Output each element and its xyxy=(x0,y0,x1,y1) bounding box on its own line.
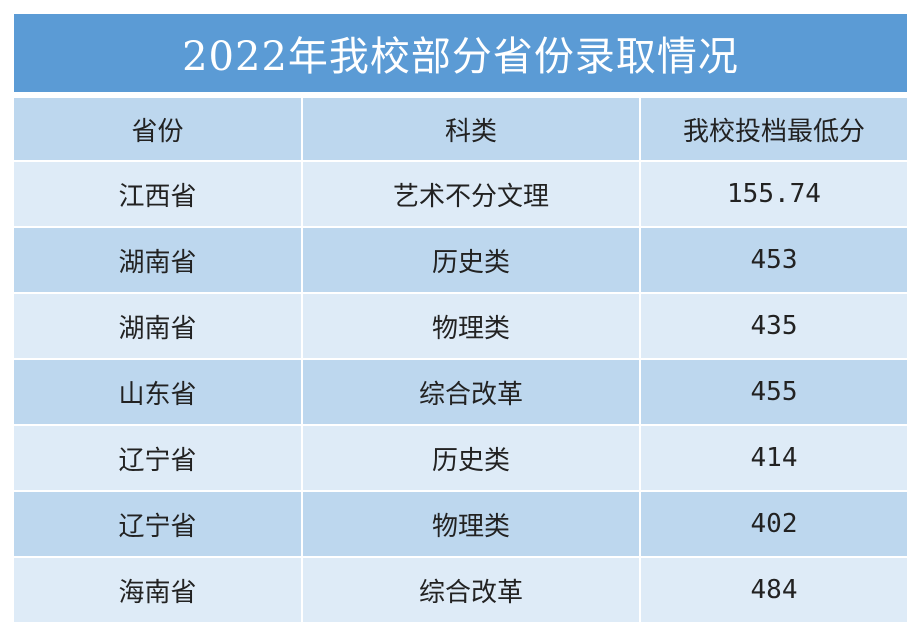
title-divider xyxy=(14,92,907,98)
table-row: 湖南省 历史类 453 xyxy=(14,227,907,294)
score-cell: 155.74 xyxy=(640,161,907,228)
category-cell: 历史类 xyxy=(302,425,641,492)
table-row: 湖南省 物理类 435 xyxy=(14,293,907,360)
header-min-score: 我校投档最低分 xyxy=(640,98,907,162)
score-cell: 414 xyxy=(640,425,907,492)
table-title: 2022年我校部分省份录取情况 xyxy=(14,14,907,92)
score-cell: 455 xyxy=(640,359,907,426)
province-cell: 湖南省 xyxy=(14,293,303,360)
category-cell: 综合改革 xyxy=(302,557,641,624)
category-cell: 艺术不分文理 xyxy=(302,161,641,228)
province-cell: 山东省 xyxy=(14,359,303,426)
admission-table: 省份 科类 我校投档最低分 江西省 艺术不分文理 155.74 湖南省 历史类 … xyxy=(14,98,907,624)
province-cell: 海南省 xyxy=(14,557,303,624)
province-cell: 江西省 xyxy=(14,161,303,228)
admission-table-container: 2022年我校部分省份录取情况 省份 科类 我校投档最低分 江西省 艺术不分文理… xyxy=(14,14,907,624)
table-row: 山东省 综合改革 455 xyxy=(14,359,907,426)
category-cell: 物理类 xyxy=(302,491,641,558)
header-province: 省份 xyxy=(14,98,303,162)
category-cell: 物理类 xyxy=(302,293,641,360)
category-cell: 综合改革 xyxy=(302,359,641,426)
score-cell: 484 xyxy=(640,557,907,624)
table-row: 江西省 艺术不分文理 155.74 xyxy=(14,161,907,228)
table-row: 辽宁省 物理类 402 xyxy=(14,491,907,558)
score-cell: 453 xyxy=(640,227,907,294)
table-row: 辽宁省 历史类 414 xyxy=(14,425,907,492)
province-cell: 辽宁省 xyxy=(14,425,303,492)
header-row: 省份 科类 我校投档最低分 xyxy=(14,98,907,162)
province-cell: 湖南省 xyxy=(14,227,303,294)
score-cell: 402 xyxy=(640,491,907,558)
table-row: 海南省 综合改革 484 xyxy=(14,557,907,624)
category-cell: 历史类 xyxy=(302,227,641,294)
score-cell: 435 xyxy=(640,293,907,360)
province-cell: 辽宁省 xyxy=(14,491,303,558)
header-category: 科类 xyxy=(302,98,641,162)
